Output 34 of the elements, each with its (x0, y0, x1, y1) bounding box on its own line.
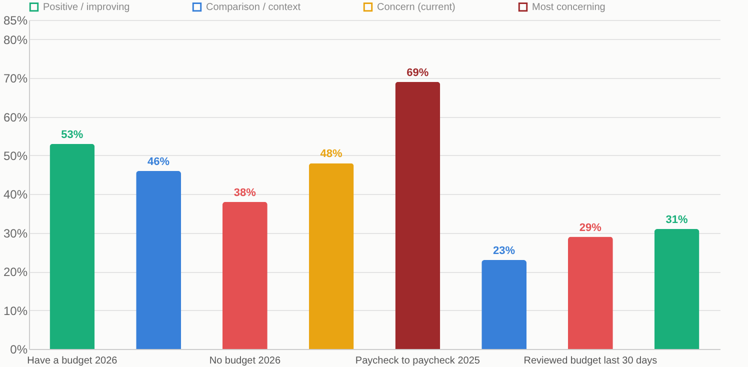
legend-label: Most concerning (532, 2, 606, 14)
legend-label: Positive / improving (43, 2, 130, 14)
x-tick-label: Reviewed budget last 30 days (524, 356, 658, 366)
bar (136, 170, 182, 349)
y-tick-label: 85% (3, 14, 28, 28)
y-tick-label: 0% (10, 342, 28, 356)
x-tick-label: Paycheck to paycheck 2025 (355, 356, 480, 366)
bar (308, 163, 354, 349)
legend-label: Comparison / context (206, 2, 301, 14)
x-tick-label: Have a budget 2026 (27, 356, 118, 366)
text: 53% (61, 128, 84, 141)
text: 29% (579, 222, 602, 234)
bar (482, 260, 527, 349)
y-tick-label: 40% (3, 188, 28, 202)
text: 48% (320, 148, 342, 160)
y-tick-label: 50% (3, 148, 28, 163)
bar (50, 144, 95, 349)
x-tick-label: No budget 2026 (209, 356, 281, 366)
bar (654, 229, 700, 349)
y-tick-label: 30% (3, 226, 28, 240)
y-tick-label: 10% (3, 304, 28, 318)
text: 69% (406, 66, 429, 79)
text: 31% (666, 214, 688, 226)
y-tick-label: 60% (3, 110, 28, 124)
bar (568, 236, 613, 349)
text: 23% (493, 244, 516, 257)
bar (395, 82, 440, 349)
y-tick-label: 80% (3, 32, 28, 47)
bar (222, 202, 268, 349)
text: 38% (234, 186, 256, 199)
text: 46% (148, 156, 170, 168)
y-tick-label: 70% (3, 72, 28, 86)
y-tick-label: 20% (3, 265, 28, 280)
legend-label: Concern (current) (377, 2, 456, 14)
